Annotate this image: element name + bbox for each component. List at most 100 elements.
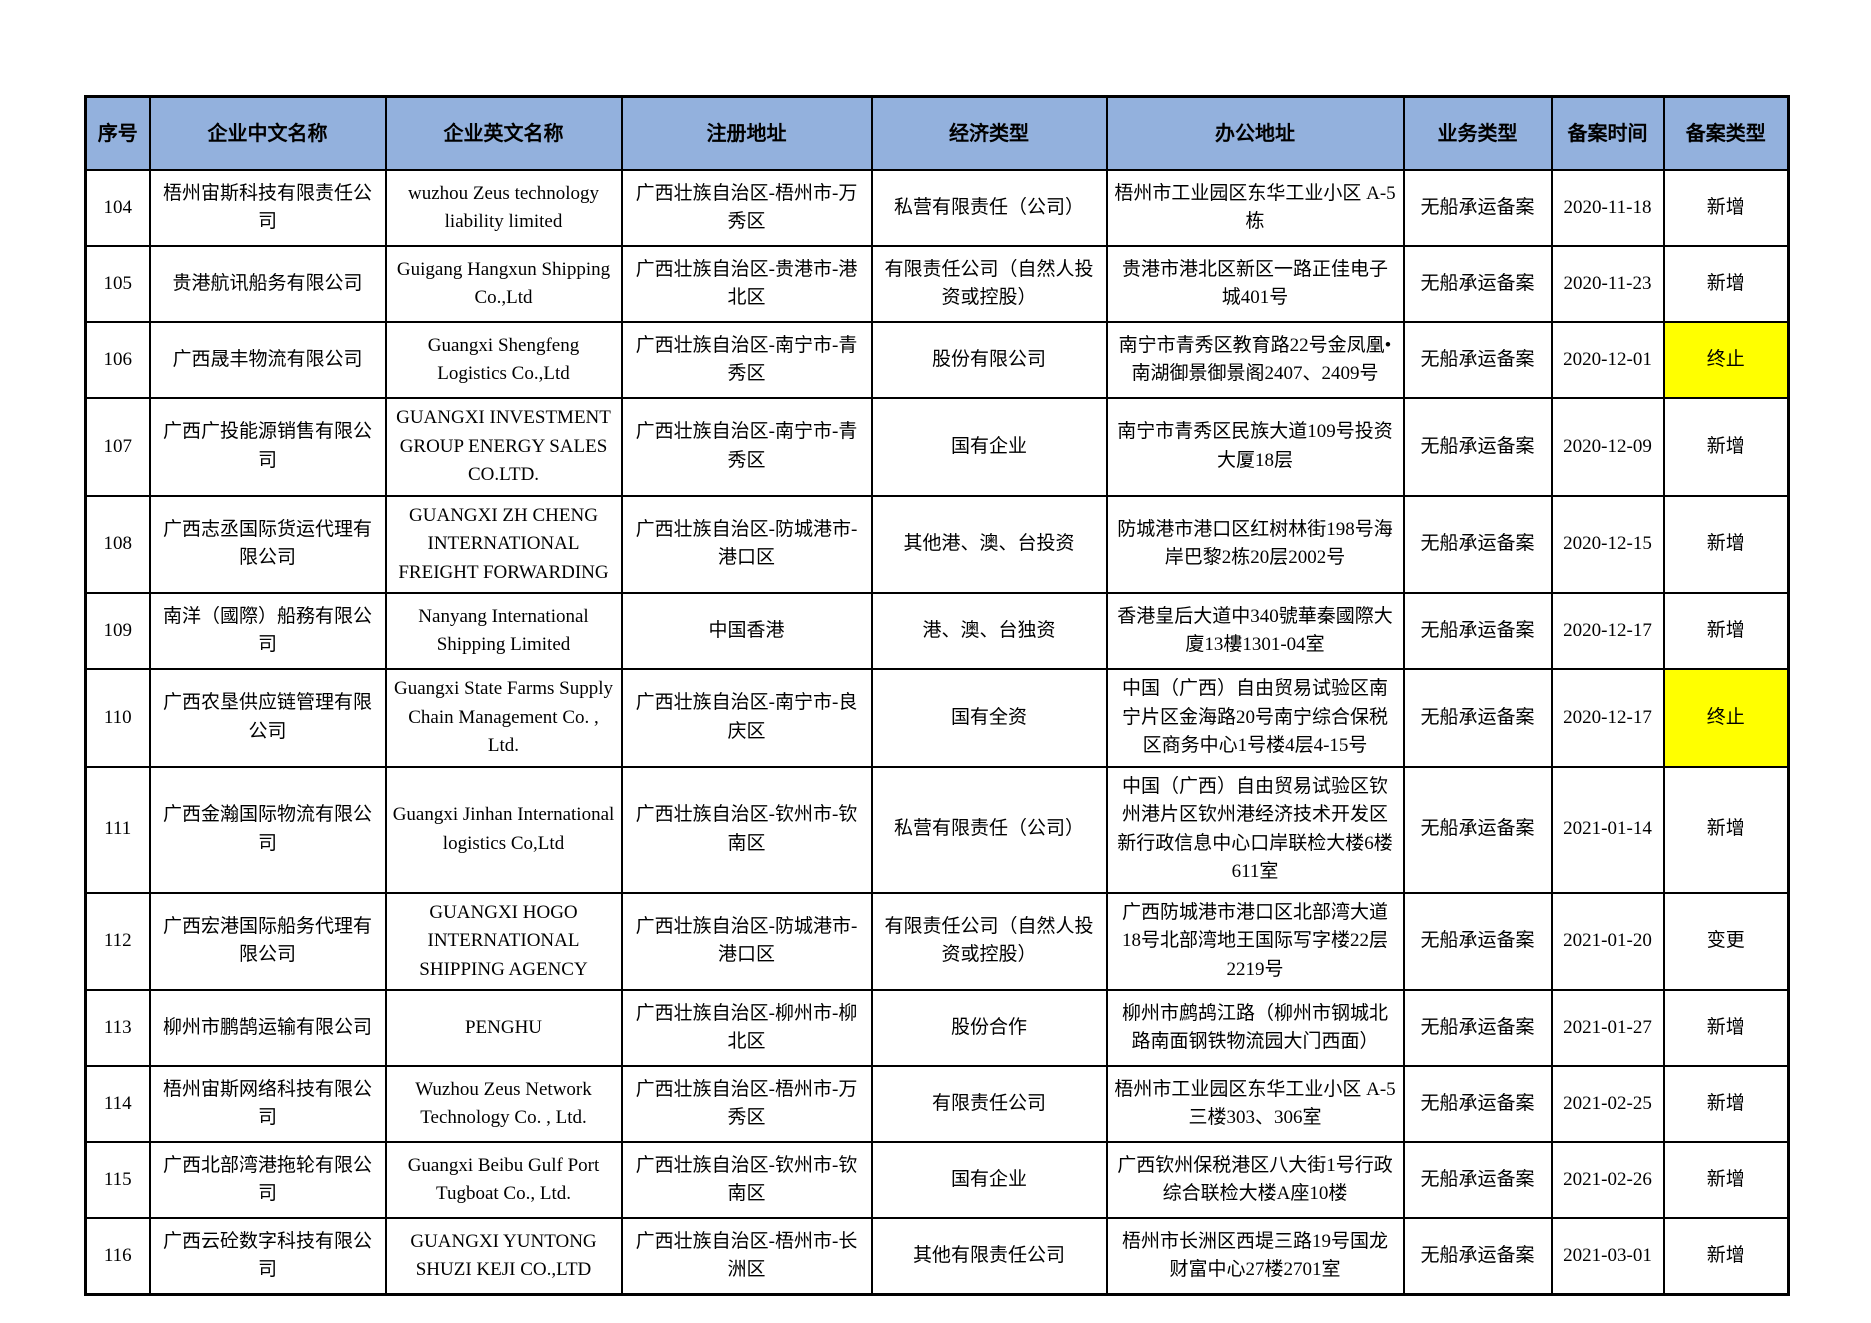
cell-col-filing-date: 2021-01-20: [1550, 891, 1665, 991]
cell-col-filing-type: 新增: [1662, 1217, 1790, 1296]
cell-col-filing-date: 2020-11-23: [1550, 245, 1665, 323]
cell-col-company-name-en: GUANGXI INVESTMENT GROUP ENERGY SALES CO…: [384, 397, 623, 497]
cell-col-economic-type: 私营有限责任（公司）: [870, 765, 1108, 894]
cell-col-company-name-cn: 广西宏港国际船务代理有限公司: [148, 891, 387, 991]
cell-col-business-type: 无船承运备案: [1402, 321, 1553, 399]
cell-col-office-address: 防城港市港口区红树林街198号海岸巴黎2栋20层2002号: [1105, 494, 1405, 594]
cell-col-company-name-en: wuzhou Zeus technology liability limited: [384, 169, 623, 247]
cell-col-economic-type: 私营有限责任（公司）: [870, 169, 1108, 247]
table-row: 110 广西农垦供应链管理有限公司 Guangxi State Farms Supp…: [84, 668, 1790, 768]
cell-col-serial-number: 112: [84, 891, 151, 991]
cell-col-office-address: 香港皇后大道中340號華秦國際大廈13樓1301-04室: [1105, 592, 1405, 670]
cell-col-company-name-cn: 广西农垦供应链管理有限公司: [148, 668, 387, 768]
column-header-col-office-address: 办公地址: [1105, 95, 1405, 171]
cell-col-company-name-cn: 广西志丞国际货运代理有限公司: [148, 494, 387, 594]
cell-col-office-address: 贵港市港北区新区一路正佳电子城401号: [1105, 245, 1405, 323]
cell-col-filing-date: 2021-01-27: [1550, 989, 1665, 1067]
cell-col-filing-type: 新增: [1662, 765, 1790, 894]
cell-col-office-address: 南宁市青秀区教育路22号金凤凰•南湖御景御景阁2407、2409号: [1105, 321, 1405, 399]
cell-col-company-name-en: GUANGXI ZH CHENG INTERNATIONAL FREIGHT F…: [384, 494, 623, 594]
table-row: 112 广西宏港国际船务代理有限公司 GUANGXI HOGO INTERNATIO…: [84, 891, 1790, 991]
cell-col-serial-number: 109: [84, 592, 151, 670]
column-header-col-company-name-cn: 企业中文名称: [148, 95, 387, 171]
cell-col-office-address: 南宁市青秀区民族大道109号投资大厦18层: [1105, 397, 1405, 497]
cell-col-economic-type: 其他港、澳、台投资: [870, 494, 1108, 594]
cell-col-office-address: 中国（广西）自由贸易试验区南宁片区金海路20号南宁综合保税区商务中心1号楼4层4…: [1105, 668, 1405, 768]
column-header-col-filing-type: 备案类型: [1662, 95, 1790, 171]
cell-col-company-name-en: GUANGXI YUNTONG SHUZI KEJI CO.,LTD: [384, 1217, 623, 1296]
cell-col-serial-number: 105: [84, 245, 151, 323]
cell-col-office-address: 柳州市鹧鸪江路（柳州市钢城北路南面钢铁物流园大门西面）: [1105, 989, 1405, 1067]
cell-col-office-address: 中国（广西）自由贸易试验区钦州港片区钦州港经济技术开发区新行政信息中心口岸联检大…: [1105, 765, 1405, 894]
cell-col-filing-date: 2021-02-26: [1550, 1141, 1665, 1219]
cell-col-economic-type: 有限责任公司（自然人投资或控股）: [870, 245, 1108, 323]
cell-col-serial-number: 116: [84, 1217, 151, 1296]
cell-col-filing-type: 终止: [1662, 321, 1790, 399]
header-row: 序号 企业中文名称 企业英文名称 注册地址 经济类型 办公地址 业务类型 备案时间 备案类型: [84, 95, 1790, 171]
cell-col-serial-number: 110: [84, 668, 151, 768]
cell-col-filing-type: 新增: [1662, 397, 1790, 497]
cell-col-filing-date: 2020-12-17: [1550, 668, 1665, 768]
cell-col-office-address: 广西钦州保税港区八大街1号行政综合联检大楼A座10楼: [1105, 1141, 1405, 1219]
cell-col-business-type: 无船承运备案: [1402, 245, 1553, 323]
cell-col-serial-number: 114: [84, 1065, 151, 1143]
cell-col-company-name-en: Guangxi Jinhan International logistics C…: [384, 765, 623, 894]
cell-col-company-name-cn: 柳州市鹏鹄运输有限公司: [148, 989, 387, 1067]
table-body: 104 梧州宙斯科技有限责任公司 wuzhou Zeus technology li…: [84, 169, 1790, 1296]
cell-col-economic-type: 有限责任公司: [870, 1065, 1108, 1143]
cell-col-economic-type: 国有全资: [870, 668, 1108, 768]
cell-col-registered-address: 广西壮族自治区-南宁市-青秀区: [620, 321, 873, 399]
cell-col-company-name-en: Guangxi State Farms Supply Chain Managem…: [384, 668, 623, 768]
cell-col-office-address: 广西防城港市港口区北部湾大道18号北部湾地王国际写字楼22层2219号: [1105, 891, 1405, 991]
cell-col-company-name-cn: 南洋（國際）船務有限公司: [148, 592, 387, 670]
cell-col-economic-type: 其他有限责任公司: [870, 1217, 1108, 1296]
cell-col-business-type: 无船承运备案: [1402, 1065, 1553, 1143]
column-header-col-business-type: 业务类型: [1402, 95, 1553, 171]
cell-col-serial-number: 115: [84, 1141, 151, 1219]
cell-col-economic-type: 股份合作: [870, 989, 1108, 1067]
cell-col-company-name-en: GUANGXI HOGO INTERNATIONAL SHIPPING AGEN…: [384, 891, 623, 991]
cell-col-filing-type: 新增: [1662, 1141, 1790, 1219]
table-row: 111 广西金瀚国际物流有限公司 Guangxi Jinhan Internatio…: [84, 765, 1790, 894]
cell-col-registered-address: 广西壮族自治区-梧州市-长洲区: [620, 1217, 873, 1296]
cell-col-filing-date: 2021-01-14: [1550, 765, 1665, 894]
company-filing-table: 序号 企业中文名称 企业英文名称 注册地址 经济类型 办公地址 业务类型 备案时间 备案类型 1…: [84, 95, 1790, 1296]
cell-col-office-address: 梧州市长洲区西堤三路19号国龙财富中心27楼2701室: [1105, 1217, 1405, 1296]
table-row: 105 贵港航讯船务有限公司 Guigang Hangxun Shipping Co…: [84, 245, 1790, 323]
cell-col-registered-address: 广西壮族自治区-防城港市-港口区: [620, 891, 873, 991]
cell-col-company-name-en: PENGHU: [384, 989, 623, 1067]
cell-col-filing-type: 新增: [1662, 989, 1790, 1067]
cell-col-company-name-cn: 贵港航讯船务有限公司: [148, 245, 387, 323]
cell-col-business-type: 无船承运备案: [1402, 1141, 1553, 1219]
cell-col-registered-address: 中国香港: [620, 592, 873, 670]
cell-col-company-name-en: Nanyang International Shipping Limited: [384, 592, 623, 670]
cell-col-filing-date: 2020-12-17: [1550, 592, 1665, 670]
cell-col-serial-number: 107: [84, 397, 151, 497]
cell-col-business-type: 无船承运备案: [1402, 1217, 1553, 1296]
cell-col-registered-address: 广西壮族自治区-梧州市-万秀区: [620, 169, 873, 247]
table-row: 108 广西志丞国际货运代理有限公司 GUANGXI ZH CHENG INTERN…: [84, 494, 1790, 594]
cell-col-serial-number: 106: [84, 321, 151, 399]
column-header-col-serial-number: 序号: [84, 95, 151, 171]
cell-col-filing-date: 2020-12-15: [1550, 494, 1665, 594]
table-row: 107 广西广投能源销售有限公司 GUANGXI INVESTMENT GROUP …: [84, 397, 1790, 497]
cell-col-company-name-cn: 广西广投能源销售有限公司: [148, 397, 387, 497]
cell-col-business-type: 无船承运备案: [1402, 494, 1553, 594]
cell-col-economic-type: 国有企业: [870, 397, 1108, 497]
cell-col-business-type: 无船承运备案: [1402, 989, 1553, 1067]
column-header-col-company-name-en: 企业英文名称: [384, 95, 623, 171]
cell-col-filing-date: 2020-12-01: [1550, 321, 1665, 399]
cell-col-business-type: 无船承运备案: [1402, 891, 1553, 991]
cell-col-business-type: 无船承运备案: [1402, 169, 1553, 247]
table-row: 104 梧州宙斯科技有限责任公司 wuzhou Zeus technology li…: [84, 169, 1790, 247]
cell-col-company-name-cn: 广西北部湾港拖轮有限公司: [148, 1141, 387, 1219]
table-row: 114 梧州宙斯网络科技有限公司 Wuzhou Zeus Network Techn…: [84, 1065, 1790, 1143]
cell-col-office-address: 梧州市工业园区东华工业小区 A-5栋: [1105, 169, 1405, 247]
cell-col-serial-number: 108: [84, 494, 151, 594]
cell-col-filing-type: 终止: [1662, 668, 1790, 768]
cell-col-office-address: 梧州市工业园区东华工业小区 A-5三楼303、306室: [1105, 1065, 1405, 1143]
company-filing-table-wrap: 序号 企业中文名称 企业英文名称 注册地址 经济类型 办公地址 业务类型 备案时间 备案类型 1…: [84, 95, 1790, 1296]
cell-col-filing-type: 新增: [1662, 245, 1790, 323]
table-row: 115 广西北部湾港拖轮有限公司 Guangxi Beibu Gulf Port T…: [84, 1141, 1790, 1219]
table-row: 109 南洋（國際）船務有限公司 Nanyang International Shi…: [84, 592, 1790, 670]
